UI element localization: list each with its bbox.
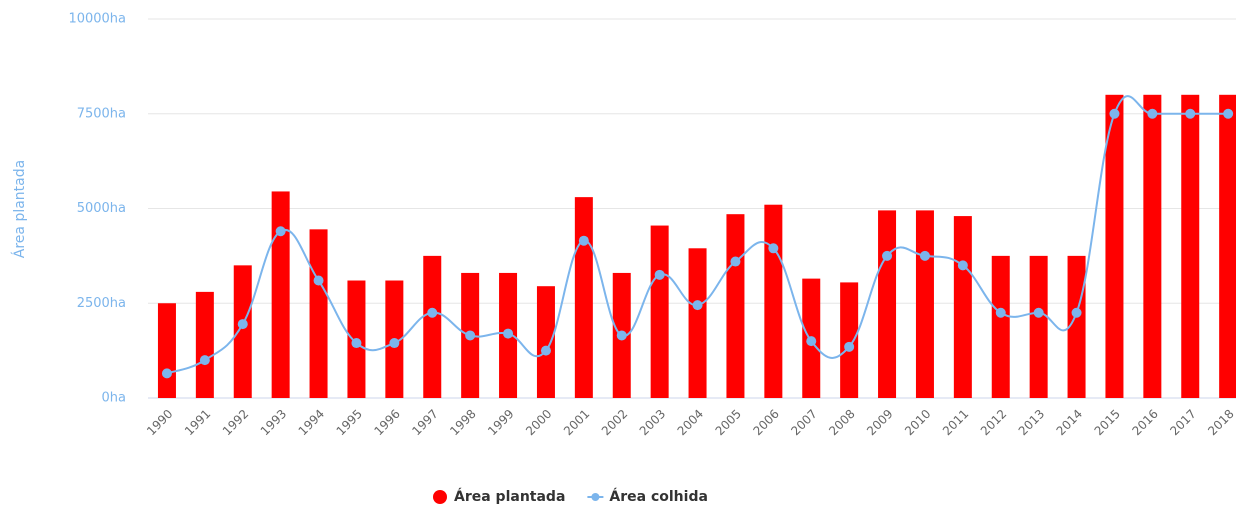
x-tick-label: 1996 — [371, 407, 402, 438]
x-tick-label: 2013 — [1016, 407, 1047, 438]
line-point — [351, 338, 362, 349]
x-tick-label: 2018 — [1205, 407, 1236, 438]
bar — [878, 210, 897, 398]
bar — [309, 229, 328, 398]
y-tick-label: 7500ha — [77, 106, 126, 121]
legend-item[interactable]: Área plantada — [433, 488, 565, 505]
x-tick-label: 2008 — [826, 407, 857, 438]
bar — [915, 210, 934, 398]
line-point — [465, 330, 476, 341]
line-point — [806, 336, 817, 347]
x-tick-label: 2017 — [1167, 407, 1198, 438]
x-tick-label: 1997 — [409, 407, 440, 438]
line-point — [1109, 108, 1120, 119]
bar — [650, 225, 669, 398]
line-point — [578, 235, 589, 246]
x-tick-label: 2002 — [599, 407, 630, 438]
bar — [1105, 94, 1124, 399]
x-tick-label: 2003 — [637, 407, 668, 438]
line-point — [692, 300, 703, 311]
bar — [271, 191, 290, 398]
line-point — [1071, 307, 1082, 318]
x-tick-label: 2015 — [1092, 407, 1123, 438]
line-point — [1033, 307, 1044, 318]
x-tick-label: 1994 — [296, 407, 327, 438]
x-tick-label: 2012 — [978, 407, 1009, 438]
bar — [688, 248, 707, 398]
bar — [233, 265, 252, 398]
line-point — [161, 368, 172, 379]
bar — [1143, 94, 1162, 399]
line-point — [768, 243, 779, 254]
legend-symbol — [591, 493, 600, 501]
x-tick-label: 2011 — [940, 407, 971, 438]
x-tick-label: 1993 — [258, 407, 289, 438]
bar — [536, 286, 555, 398]
legend-label: Área colhida — [609, 488, 708, 505]
bar — [726, 214, 745, 398]
x-tick-label: 2010 — [902, 407, 933, 438]
line-point — [389, 338, 400, 349]
line-point — [540, 345, 551, 356]
x-tick-label: 2009 — [864, 407, 895, 438]
line-point — [995, 307, 1006, 318]
bar — [1181, 94, 1200, 399]
y-tick-label: 0ha — [102, 391, 126, 406]
legend-item[interactable]: Área colhida — [587, 488, 708, 505]
line-point — [882, 250, 893, 261]
bar — [157, 303, 176, 398]
x-tick-label: 2016 — [1129, 407, 1160, 438]
bar — [195, 291, 214, 398]
line-point — [919, 250, 930, 261]
line-point — [730, 256, 741, 267]
line-point — [199, 355, 210, 366]
line-point — [1185, 108, 1196, 119]
bar — [423, 255, 442, 398]
line-point — [237, 319, 248, 330]
x-tick-label: 2014 — [1054, 407, 1085, 438]
line-point — [1223, 108, 1234, 119]
y-tick-label: 2500ha — [77, 296, 126, 311]
bar — [1219, 94, 1236, 399]
x-tick-label: 1990 — [144, 407, 175, 438]
line-point — [616, 330, 627, 341]
legend-label: Área plantada — [454, 488, 565, 505]
y-axis-title: Área plantada — [11, 160, 28, 258]
x-tick-label: 2005 — [713, 407, 744, 438]
x-tick-label: 2006 — [750, 407, 781, 438]
line-point — [275, 226, 286, 237]
bar — [991, 255, 1010, 398]
line-point — [957, 260, 968, 271]
line-point — [844, 341, 855, 352]
x-tick-label: 1991 — [182, 407, 213, 438]
bar — [764, 204, 783, 398]
line-point — [313, 275, 324, 286]
line-point — [503, 328, 514, 339]
bar — [840, 282, 859, 398]
x-tick-label: 1999 — [485, 407, 516, 438]
bar — [953, 216, 972, 398]
y-tick-label: 5000ha — [77, 201, 126, 216]
y-tick-label: 10000ha — [68, 12, 126, 27]
line-point — [654, 269, 665, 280]
x-tick-label: 2007 — [788, 407, 819, 438]
legend-symbol — [433, 490, 447, 504]
x-tick-label: 1995 — [334, 407, 365, 438]
bar — [574, 197, 593, 398]
line-point — [427, 307, 438, 318]
x-tick-label: 2001 — [561, 407, 592, 438]
line-point — [1147, 108, 1158, 119]
x-tick-label: 2000 — [523, 407, 554, 438]
bar — [1067, 255, 1086, 398]
bar — [1029, 255, 1048, 398]
x-tick-label: 1992 — [220, 407, 251, 438]
x-tick-label: 1998 — [447, 407, 478, 438]
x-tick-label: 2004 — [675, 407, 706, 438]
